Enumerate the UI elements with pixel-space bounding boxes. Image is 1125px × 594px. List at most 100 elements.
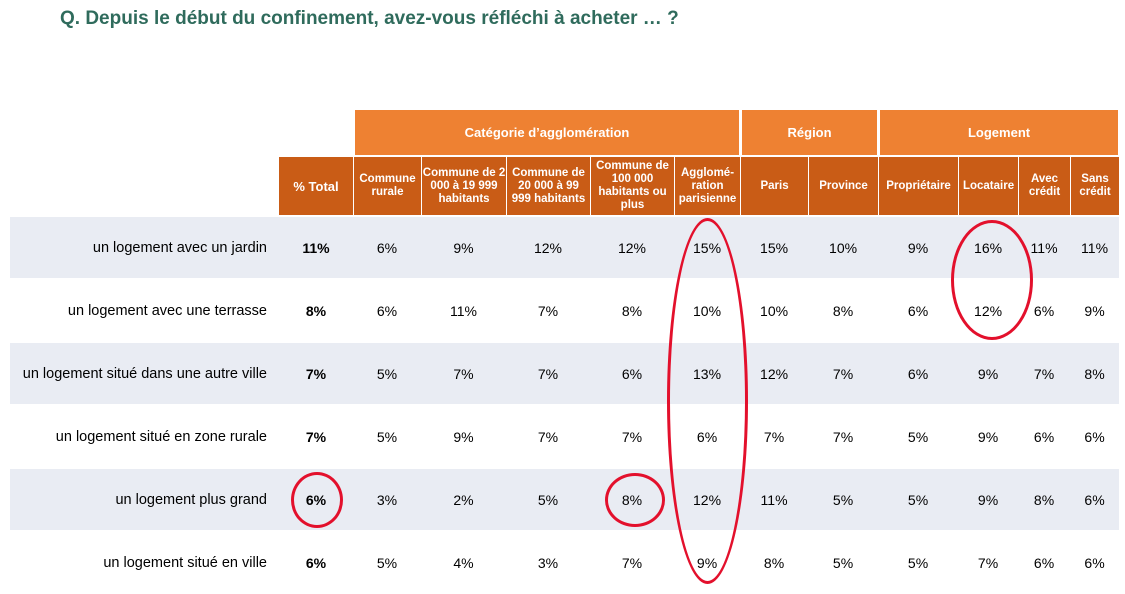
value-cell: 6% <box>1018 530 1071 593</box>
header-blank <box>10 110 353 155</box>
value-cell: 7% <box>590 404 674 467</box>
value-cell: 10% <box>740 278 809 341</box>
col-header-locataire: Locataire <box>958 155 1019 215</box>
value-cell: 8% <box>740 530 809 593</box>
value-cell: 11% <box>1070 215 1120 278</box>
value-cell: 7% <box>958 530 1019 593</box>
value-cell: 8% <box>590 278 674 341</box>
total-cell: 6% <box>279 467 353 530</box>
total-cell: 7% <box>279 341 353 404</box>
value-cell: 5% <box>808 530 879 593</box>
value-cell: 9% <box>878 215 959 278</box>
value-cell: 7% <box>808 341 879 404</box>
table-body: un logement avec un jardin 11% 6% 9% 12% 12% 1… <box>10 215 1120 593</box>
total-cell: 7% <box>279 404 353 467</box>
value-cell: 12% <box>958 278 1019 341</box>
total-cell: 6% <box>279 530 353 593</box>
value-cell: 7% <box>506 404 590 467</box>
row-label: un logement plus grand <box>10 467 279 530</box>
group-header-agglomeration: Catégorie d’agglomération <box>353 110 741 155</box>
value-cell: 3% <box>353 467 421 530</box>
value-cell: 10% <box>808 215 879 278</box>
value-cell: 9% <box>1070 278 1120 341</box>
value-cell: 12% <box>674 467 741 530</box>
value-cell: 6% <box>1070 404 1120 467</box>
value-cell: 5% <box>808 467 879 530</box>
value-cell: 5% <box>878 404 959 467</box>
value-cell: 11% <box>1018 215 1071 278</box>
col-header-sans-credit: Sans crédit <box>1070 155 1120 215</box>
value-cell: 8% <box>590 467 674 530</box>
value-cell: 13% <box>674 341 741 404</box>
col-header-paris: Paris <box>740 155 809 215</box>
value-cell: 5% <box>353 404 421 467</box>
value-cell: 8% <box>1070 341 1120 404</box>
row-label: un logement situé en ville <box>10 530 279 593</box>
col-header-commune-100000: Commune de 100 000 habitants ou plus <box>590 155 674 215</box>
value-cell: 7% <box>740 404 809 467</box>
value-cell: 6% <box>878 278 959 341</box>
value-cell: 12% <box>506 215 590 278</box>
total-cell: 11% <box>279 215 353 278</box>
row-label-header <box>10 155 279 215</box>
value-cell: 7% <box>506 278 590 341</box>
value-cell: 9% <box>958 341 1019 404</box>
col-header-commune-20000: Commune de 20 000 à 99 999 habitants <box>506 155 590 215</box>
total-cell: 8% <box>279 278 353 341</box>
value-cell: 4% <box>421 530 506 593</box>
col-header-avec-credit: Avec crédit <box>1018 155 1071 215</box>
value-cell: 9% <box>421 215 506 278</box>
col-header-total: % Total <box>279 155 353 215</box>
value-cell: 16% <box>958 215 1019 278</box>
value-cell: 7% <box>808 404 879 467</box>
value-cell: 10% <box>674 278 741 341</box>
value-cell: 12% <box>590 215 674 278</box>
row-label: un logement avec une terrasse <box>10 278 279 341</box>
table-row: un logement avec un jardin 11% 6% 9% 12% 12% 1… <box>10 215 1120 278</box>
value-cell: 15% <box>740 215 809 278</box>
col-header-commune-2000: Commune de 2 000 à 19 999 habitants <box>421 155 506 215</box>
value-cell: 7% <box>1018 341 1071 404</box>
value-cell: 7% <box>421 341 506 404</box>
value-cell: 6% <box>674 404 741 467</box>
value-cell: 5% <box>506 467 590 530</box>
value-cell: 6% <box>1070 530 1120 593</box>
value-cell: 9% <box>958 404 1019 467</box>
question-title: Q. Depuis le début du confinement, avez-… <box>60 8 679 29</box>
col-header-proprietaire: Propriétaire <box>878 155 959 215</box>
table-row: un logement situé en ville 6% 5% 4% 3% 7% 9% 8%… <box>10 530 1120 593</box>
value-cell: 7% <box>590 530 674 593</box>
results-table: Catégorie d’agglomération Région Logemen… <box>10 110 1120 593</box>
row-label: un logement avec un jardin <box>10 215 279 278</box>
col-header-commune-rurale: Commune rurale <box>353 155 421 215</box>
value-cell: 6% <box>1070 467 1120 530</box>
col-header-province: Province <box>808 155 879 215</box>
value-cell: 2% <box>421 467 506 530</box>
value-cell: 5% <box>878 530 959 593</box>
value-cell: 6% <box>1018 278 1071 341</box>
value-cell: 11% <box>740 467 809 530</box>
table-row: un logement situé dans une autre ville 7%… <box>10 341 1120 404</box>
value-cell: 3% <box>506 530 590 593</box>
row-label: un logement situé en zone rurale <box>10 404 279 467</box>
value-cell: 8% <box>808 278 879 341</box>
value-cell: 6% <box>353 278 421 341</box>
value-cell: 6% <box>1018 404 1071 467</box>
value-cell: 8% <box>1018 467 1071 530</box>
value-cell: 7% <box>506 341 590 404</box>
value-cell: 6% <box>353 215 421 278</box>
value-cell: 12% <box>740 341 809 404</box>
row-label: un logement situé dans une autre ville <box>10 341 279 404</box>
value-cell: 15% <box>674 215 741 278</box>
value-cell: 6% <box>878 341 959 404</box>
value-cell: 5% <box>353 341 421 404</box>
value-cell: 9% <box>421 404 506 467</box>
value-cell: 5% <box>878 467 959 530</box>
group-header-region: Région <box>740 110 879 155</box>
table-row: un logement situé en zone rurale 7% 5% 9% 7%… <box>10 404 1120 467</box>
group-header-logement: Logement <box>878 110 1120 155</box>
value-cell: 9% <box>674 530 741 593</box>
col-header-agglo-parisienne: Agglomé-ration parisienne <box>674 155 741 215</box>
value-cell: 6% <box>590 341 674 404</box>
value-cell: 5% <box>353 530 421 593</box>
